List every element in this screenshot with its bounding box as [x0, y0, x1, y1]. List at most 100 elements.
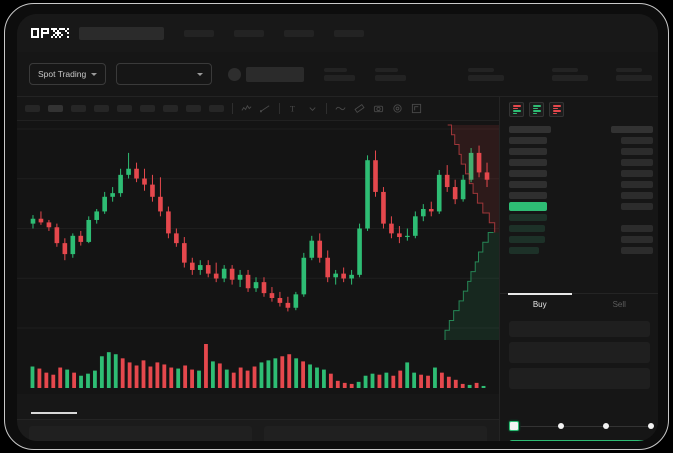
bottom-panel-left: [29, 426, 252, 441]
market-stat-2: [468, 67, 505, 81]
device-frame: Spot Trading: [4, 3, 669, 450]
timeframe-5[interactable]: [140, 105, 155, 112]
order-book-price-header: [509, 126, 551, 133]
pair-name: [246, 66, 305, 82]
tab-sell-label: Sell: [612, 300, 626, 309]
timeframe-4[interactable]: [117, 105, 132, 112]
ask-amount: [621, 148, 653, 155]
nav-item-3[interactable]: [334, 29, 364, 37]
ask-price: [509, 192, 547, 199]
depth-chart-svg: [444, 124, 499, 340]
order-book-bid-row[interactable]: [500, 245, 658, 256]
order-form-field-0[interactable]: [509, 321, 650, 337]
timeframe-2[interactable]: [71, 105, 86, 112]
order-book-header: [500, 124, 658, 135]
pair-avatar: [228, 67, 242, 81]
settings-icon[interactable]: [392, 103, 403, 114]
tab-buy-label: Buy: [532, 300, 547, 309]
app-screen: Spot Trading: [17, 14, 658, 441]
candlestick-chart[interactable]: [17, 121, 499, 336]
camera-icon[interactable]: [373, 103, 384, 114]
volume-histogram: [17, 336, 499, 394]
market-stat-label: [324, 67, 348, 72]
bottom-panel-row: [17, 426, 499, 441]
order-book-bid-row[interactable]: [500, 234, 658, 245]
depth-chart-overlay: [439, 121, 499, 344]
market-stat-0: [324, 67, 356, 81]
order-book-ask-row[interactable]: [500, 179, 658, 190]
nav-item-1[interactable]: [234, 29, 264, 37]
tab-sell[interactable]: Sell: [580, 294, 659, 315]
timeframe-8[interactable]: [209, 105, 224, 112]
market-stat-label: [375, 67, 399, 72]
timeframe-7[interactable]: [186, 105, 201, 112]
bid-price: [509, 214, 547, 221]
order-book-amount-header: [611, 126, 653, 133]
stepper-step-3[interactable]: [603, 423, 609, 429]
okx-logo[interactable]: [31, 28, 69, 38]
order-book-ask-row[interactable]: [500, 190, 658, 201]
trading-mode-label: Spot Trading: [38, 69, 87, 79]
order-book-ask-row[interactable]: [500, 157, 658, 168]
indicators-icon[interactable]: [241, 103, 252, 114]
market-stat-value: [552, 75, 589, 81]
order-book-bid-row[interactable]: [500, 212, 658, 223]
global-search-input[interactable]: [79, 26, 164, 40]
toolbar-divider: [279, 103, 280, 114]
order-book-ask-row[interactable]: [500, 168, 658, 179]
timeframe-6[interactable]: [163, 105, 178, 112]
timeframe-3[interactable]: [94, 105, 109, 112]
order-book-mode-asks-only-icon[interactable]: [549, 102, 564, 117]
tab-buy[interactable]: Buy: [500, 293, 580, 315]
market-stat-value: [324, 75, 356, 81]
order-book-view-modes: [500, 97, 658, 117]
market-stat-value: [616, 75, 653, 81]
timeframe-1[interactable]: [48, 105, 63, 112]
fullscreen-icon[interactable]: [411, 103, 422, 114]
market-stat-value: [468, 75, 505, 81]
chevron-down-icon[interactable]: [307, 103, 318, 114]
candlestick-chart-svg: [17, 128, 499, 329]
order-book-mode-both-icon[interactable]: [509, 102, 524, 117]
submit-order-button[interactable]: [509, 440, 658, 441]
ask-amount: [621, 170, 653, 177]
market-stat-4: [616, 67, 653, 81]
last-price-value: [509, 202, 547, 211]
top-navigation-bar: [17, 14, 658, 52]
ask-amount: [621, 181, 653, 188]
ask-price: [509, 170, 547, 177]
market-stat-value: [375, 75, 407, 81]
toolbar-divider: [326, 103, 327, 114]
stepper-step-2[interactable]: [558, 423, 564, 429]
order-form-field-2[interactable]: [509, 368, 650, 389]
text-icon[interactable]: T: [288, 103, 299, 114]
trading-pair-selector[interactable]: [116, 63, 213, 85]
ask-price: [509, 148, 547, 155]
trading-mode-selector[interactable]: Spot Trading: [29, 63, 107, 85]
order-book-mode-bids-only-icon[interactable]: [529, 102, 544, 117]
timeframe-0[interactable]: [25, 105, 40, 112]
nav-item-0[interactable]: [184, 29, 214, 37]
ask-price: [509, 137, 547, 144]
order-book-ask-row[interactable]: [500, 135, 658, 146]
trend-line-icon[interactable]: [260, 103, 271, 114]
market-stat-label: [468, 67, 495, 72]
order-book-bid-row[interactable]: [500, 223, 658, 234]
bid-price: [509, 236, 545, 243]
bid-price: [509, 225, 545, 232]
order-form-field-1[interactable]: [509, 342, 650, 363]
market-info-bar: Spot Trading: [17, 52, 658, 97]
ruler-icon[interactable]: [354, 103, 365, 114]
order-book-panel: Buy Sell: [499, 97, 658, 441]
wave-icon[interactable]: [335, 103, 346, 114]
ask-amount: [621, 137, 653, 144]
order-book-rows: [500, 124, 658, 256]
market-stat-label: [616, 67, 643, 72]
stepper-step-4[interactable]: [648, 423, 654, 429]
bid-amount: [621, 247, 653, 254]
order-book-ask-row[interactable]: [500, 146, 658, 157]
chevron-down-icon: [197, 72, 204, 76]
nav-item-2[interactable]: [284, 29, 314, 37]
stepper-step-1[interactable]: [509, 421, 519, 431]
amount-stepper[interactable]: [509, 419, 654, 433]
